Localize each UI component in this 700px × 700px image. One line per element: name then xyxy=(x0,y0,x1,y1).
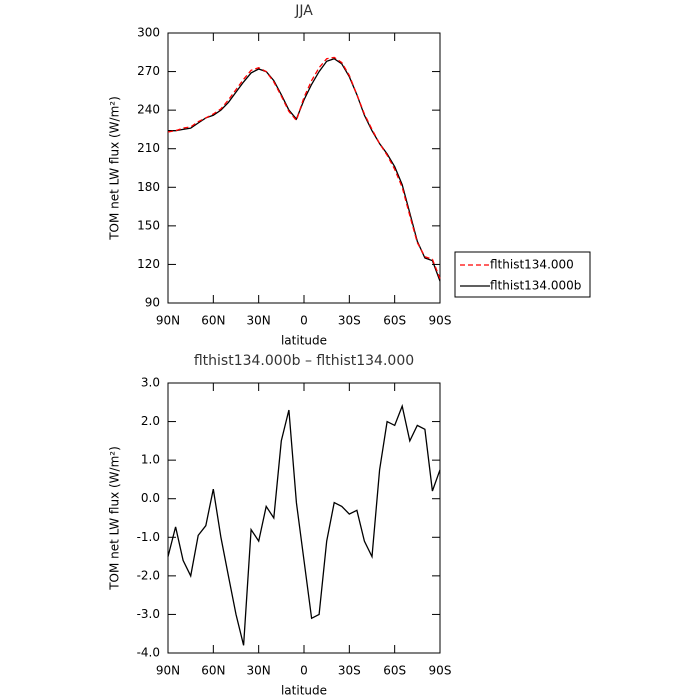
y-tick-label: 3.0 xyxy=(141,376,160,390)
y-tick-label: -4.0 xyxy=(137,646,160,660)
x-tick-label: 30S xyxy=(338,314,361,328)
x-tick-label: 0 xyxy=(300,314,308,328)
y-tick-label: 180 xyxy=(137,180,160,194)
data-line xyxy=(167,56,441,279)
x-tick-label: 60N xyxy=(201,314,225,328)
y-tick-label: -3.0 xyxy=(137,607,160,621)
y-tick-label: -2.0 xyxy=(137,568,160,582)
legend-box xyxy=(454,251,591,298)
y-tick-label: 240 xyxy=(137,103,160,117)
x-tick-label: 60S xyxy=(383,314,406,328)
x-axis-label: latitude xyxy=(281,684,327,698)
y-tick-label: 90 xyxy=(145,296,160,310)
y-tick-label: 2.0 xyxy=(141,414,160,428)
y-tick-label: 120 xyxy=(137,257,160,271)
x-tick-label: 60N xyxy=(201,664,225,678)
x-tick-label: 30S xyxy=(338,664,361,678)
x-tick-label: 30N xyxy=(247,314,271,328)
data-line xyxy=(168,57,441,282)
x-tick-label: 90S xyxy=(429,314,452,328)
y-tick-label: 150 xyxy=(137,218,160,232)
x-tick-label: 90N xyxy=(156,314,180,328)
y-tick-label: 300 xyxy=(137,26,160,40)
x-tick-label: 90S xyxy=(429,664,452,678)
x-tick-label: 60S xyxy=(383,664,406,678)
y-tick-label: 210 xyxy=(137,141,160,155)
legend-label: flthist134.000 xyxy=(490,258,574,272)
x-tick-label: 30N xyxy=(247,664,271,678)
y-tick-label: 270 xyxy=(137,64,160,78)
y-tick-label: 0.0 xyxy=(141,491,160,505)
x-tick-label: 90N xyxy=(156,664,180,678)
chart-title: JJA xyxy=(294,3,313,19)
legend-label: flthist134.000b xyxy=(490,279,581,293)
y-axis-label: TOM net LW flux (W/m²) xyxy=(108,446,122,591)
y-tick-label: 1.0 xyxy=(141,453,160,467)
chart-title: flthist134.000b – flthist134.000 xyxy=(194,353,414,369)
y-tick-label: -1.0 xyxy=(137,530,160,544)
x-tick-label: 0 xyxy=(300,664,308,678)
data-line xyxy=(167,403,441,646)
x-axis-label: latitude xyxy=(281,334,327,348)
plot-frame xyxy=(167,382,441,654)
y-axis-label: TOM net LW flux (W/m²) xyxy=(108,96,122,241)
plot-frame xyxy=(167,32,441,304)
